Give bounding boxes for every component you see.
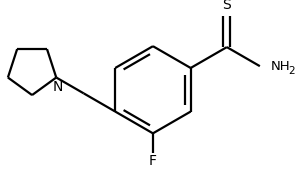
Text: F: F: [149, 155, 157, 168]
Text: N: N: [53, 80, 63, 94]
Text: 2: 2: [288, 66, 295, 76]
Text: S: S: [223, 0, 231, 12]
Text: NH: NH: [271, 60, 290, 73]
